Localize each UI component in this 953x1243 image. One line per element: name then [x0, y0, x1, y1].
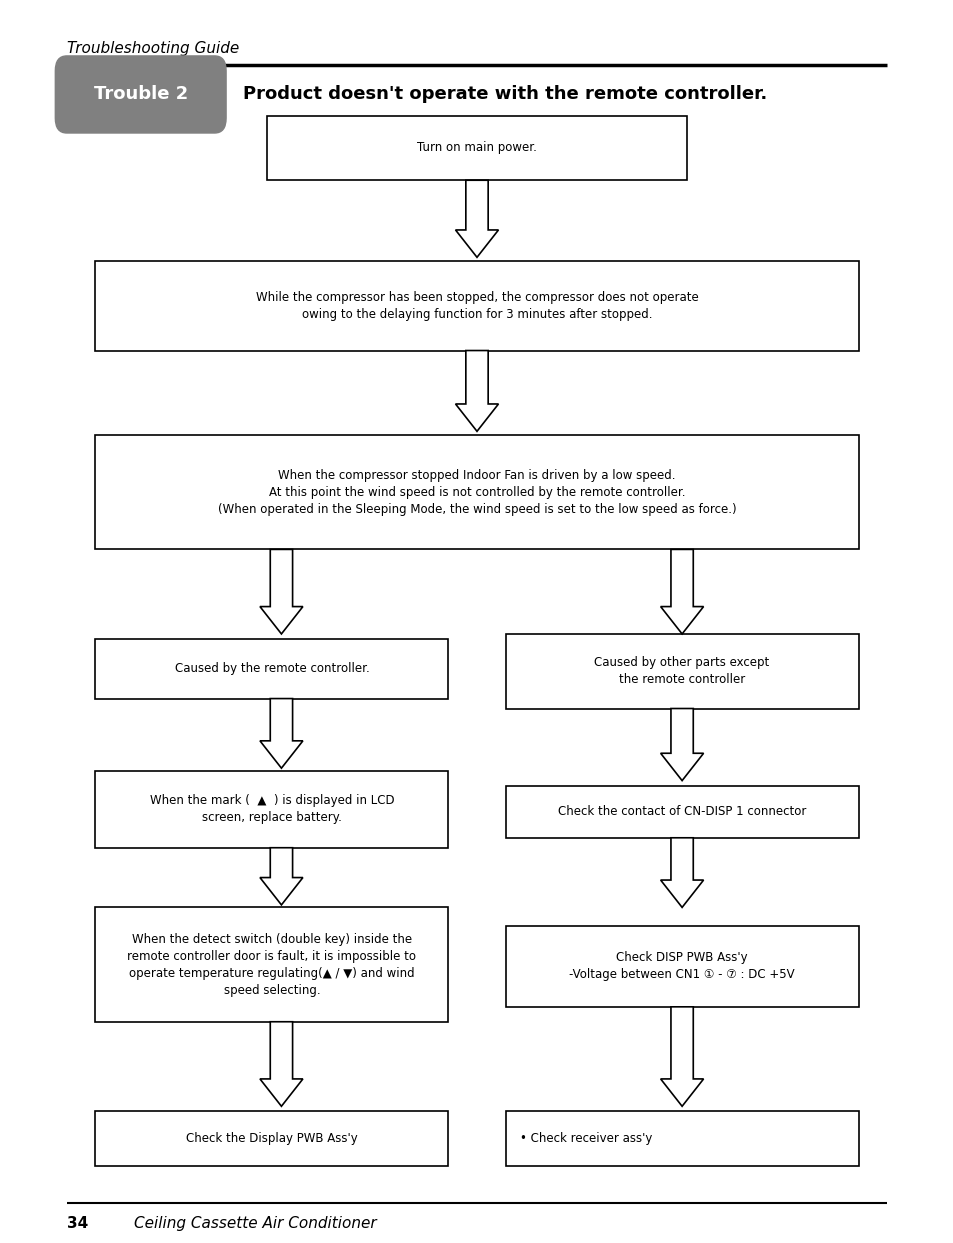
Text: Check the Display PWB Ass'y: Check the Display PWB Ass'y: [186, 1132, 357, 1145]
FancyBboxPatch shape: [55, 56, 226, 133]
FancyBboxPatch shape: [95, 435, 858, 549]
FancyBboxPatch shape: [95, 639, 448, 699]
FancyBboxPatch shape: [95, 771, 448, 848]
Polygon shape: [259, 699, 303, 768]
Polygon shape: [455, 180, 497, 257]
FancyBboxPatch shape: [267, 116, 686, 180]
Text: Trouble 2: Trouble 2: [94, 86, 188, 103]
Text: When the detect switch (double key) inside the
remote controller door is fault, : When the detect switch (double key) insi…: [128, 932, 416, 997]
Text: Ceiling Cassette Air Conditioner: Ceiling Cassette Air Conditioner: [133, 1216, 375, 1231]
FancyBboxPatch shape: [95, 261, 858, 351]
Text: Check DISP PWB Ass'y
-Voltage between CN1 ① - ⑦ : DC +5V: Check DISP PWB Ass'y -Voltage between CN…: [569, 951, 794, 982]
Polygon shape: [659, 549, 702, 634]
Text: Check the contact of CN-DISP 1 connector: Check the contact of CN-DISP 1 connector: [558, 805, 805, 818]
Polygon shape: [259, 1022, 303, 1106]
Text: Caused by the remote controller.: Caused by the remote controller.: [174, 663, 369, 675]
FancyBboxPatch shape: [95, 1111, 448, 1166]
Polygon shape: [659, 709, 702, 781]
Text: When the mark (  ▲  ) is displayed in LCD
screen, replace battery.: When the mark ( ▲ ) is displayed in LCD …: [150, 794, 394, 824]
Text: Turn on main power.: Turn on main power.: [416, 142, 537, 154]
Text: Caused by other parts except
the remote controller: Caused by other parts except the remote …: [594, 656, 769, 686]
Polygon shape: [659, 1007, 702, 1106]
Text: Troubleshooting Guide: Troubleshooting Guide: [67, 41, 239, 56]
Polygon shape: [259, 848, 303, 905]
FancyBboxPatch shape: [505, 926, 858, 1007]
FancyBboxPatch shape: [505, 634, 858, 709]
Polygon shape: [659, 838, 702, 907]
FancyBboxPatch shape: [505, 1111, 858, 1166]
Polygon shape: [455, 351, 497, 431]
Text: • Check receiver ass'y: • Check receiver ass'y: [519, 1132, 652, 1145]
Text: When the compressor stopped Indoor Fan is driven by a low speed.
At this point t: When the compressor stopped Indoor Fan i…: [217, 469, 736, 516]
Polygon shape: [259, 549, 303, 634]
FancyBboxPatch shape: [95, 907, 448, 1022]
FancyBboxPatch shape: [505, 786, 858, 838]
Text: 34: 34: [67, 1216, 88, 1231]
Text: While the compressor has been stopped, the compressor does not operate
owing to : While the compressor has been stopped, t…: [255, 291, 698, 321]
Text: Product doesn't operate with the remote controller.: Product doesn't operate with the remote …: [243, 86, 767, 103]
